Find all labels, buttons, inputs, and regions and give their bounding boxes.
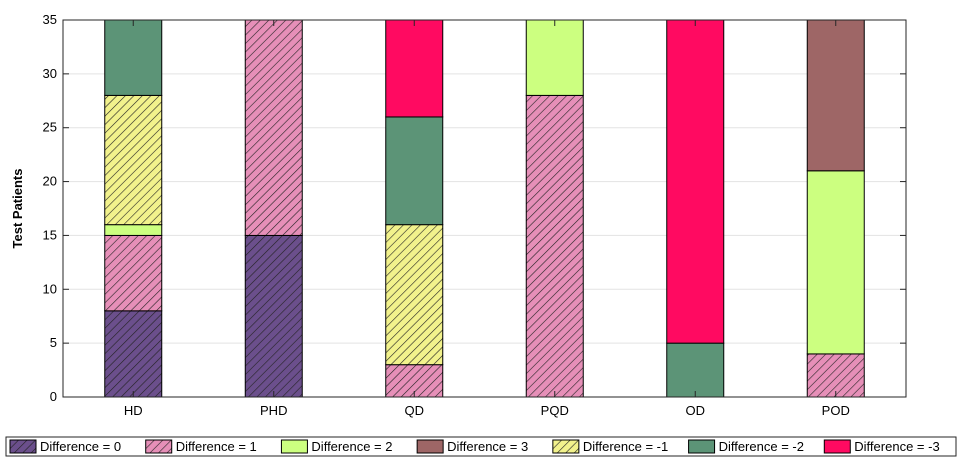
x-tick-label: POD — [822, 403, 850, 418]
legend-label: Difference = -2 — [719, 439, 804, 454]
legend-label: Difference = 0 — [40, 439, 121, 454]
axes-box — [62, 19, 907, 398]
bar-segment — [244, 19, 303, 236]
legend-swatch — [9, 439, 37, 454]
legend-label: Difference = 3 — [447, 439, 528, 454]
legend-label: Difference = -1 — [583, 439, 668, 454]
legend-label: Difference = -3 — [854, 439, 939, 454]
bar-segment — [104, 224, 163, 236]
legend-swatch — [145, 439, 173, 454]
legend-label: Difference = 1 — [176, 439, 257, 454]
legend-label: Difference = 2 — [311, 439, 392, 454]
legend-box — [5, 436, 957, 457]
x-tick-label: PHD — [260, 403, 287, 418]
bar-segment — [385, 19, 444, 118]
bar-segment — [806, 170, 865, 355]
legend-swatch — [823, 439, 851, 454]
bar-segment — [104, 310, 163, 398]
y-axis-label: Test Patients — [10, 169, 25, 249]
legend-swatch — [552, 439, 580, 454]
x-tick-label: HD — [124, 403, 143, 418]
x-tick-label: OD — [686, 403, 706, 418]
y-tick-label: 25 — [43, 120, 57, 135]
y-tick-label: 0 — [50, 389, 57, 404]
y-tick-label: 35 — [43, 12, 57, 27]
legend: Difference = 0 Difference = 1 Difference =… — [5, 436, 957, 457]
bar-segment — [525, 19, 584, 96]
y-tick-label: 5 — [50, 335, 57, 350]
bar-segment — [666, 342, 725, 398]
plot-area — [63, 20, 906, 397]
bar-segment — [806, 19, 865, 172]
x-tick-label: QD — [405, 403, 425, 418]
y-tick-label: 15 — [43, 227, 57, 242]
bar-segment — [666, 19, 725, 344]
axes: 0 5 10 15 20 25 30 35 HD PHD QD PQD OD POD — [43, 12, 907, 418]
bar-segment — [244, 234, 303, 398]
bar-segment — [104, 94, 163, 226]
bar-segment — [104, 19, 163, 96]
y-tick-label: 30 — [43, 66, 57, 81]
bar-segment — [806, 353, 865, 398]
bar-segment — [385, 224, 444, 366]
legend-swatch — [688, 439, 716, 454]
legend-swatch — [280, 439, 308, 454]
bar-segment — [525, 94, 584, 398]
bars — [104, 19, 865, 398]
bar-segment — [104, 234, 163, 312]
y-tick-label: 10 — [43, 281, 57, 296]
grid — [63, 19, 906, 398]
x-tick-label: PQD — [541, 403, 569, 418]
legend-swatch — [416, 439, 444, 454]
bar-segment — [385, 116, 444, 226]
y-tick-label: 20 — [43, 174, 57, 189]
